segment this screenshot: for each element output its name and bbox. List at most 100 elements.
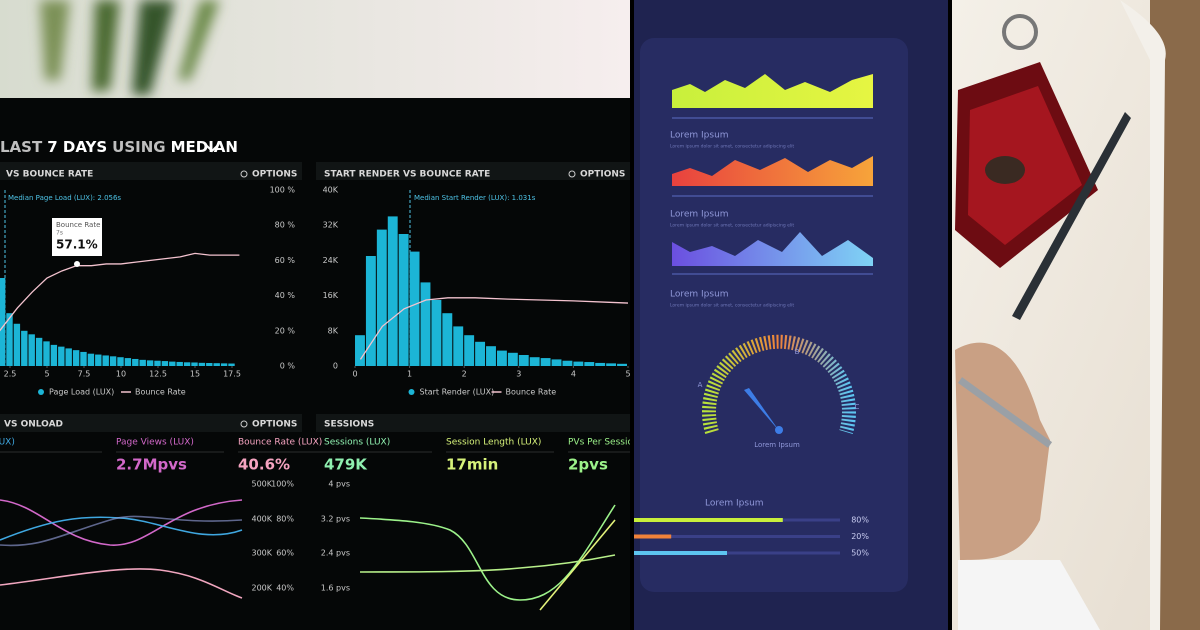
bar — [102, 355, 109, 366]
legend-label: Page Load (LUX) — [49, 388, 114, 397]
gauge-hub — [775, 426, 783, 434]
gauge-label: B — [795, 348, 800, 356]
x-tick-label: 2 — [462, 370, 467, 379]
pen — [1012, 112, 1131, 320]
gear-icon — [240, 420, 248, 428]
legend-label: Bounce Rate — [135, 388, 186, 397]
bar — [213, 363, 220, 366]
bar — [496, 350, 507, 366]
progress-track — [634, 551, 840, 555]
bar — [409, 251, 420, 366]
median-label: Median Start Render (LUX): 1.031s — [414, 194, 536, 202]
bar — [58, 346, 65, 366]
gauge-label: C — [855, 403, 860, 411]
metric-label: PVs Per Sessio — [568, 438, 633, 448]
axis-label: 80% — [276, 515, 294, 524]
y-tick-label: 100 % — [270, 186, 296, 195]
bar — [154, 360, 161, 366]
bar — [87, 353, 95, 366]
panel-title: VS BOUNCE RATE — [6, 170, 93, 180]
pencil — [957, 377, 1053, 448]
bar — [13, 323, 21, 366]
header: LAST 7 DAYS USING MEDIAN — [0, 138, 238, 156]
y-tick-label: 16K — [323, 291, 339, 300]
x-tick-label: 17.5 — [223, 370, 241, 379]
legend-swatch — [408, 389, 415, 395]
bar — [139, 359, 146, 366]
axis-label: 500K — [251, 480, 272, 489]
curves — [0, 499, 616, 611]
plant — [40, 0, 220, 95]
bar — [617, 363, 627, 366]
progress-label: 50% — [851, 549, 869, 558]
options[interactable]: OPTIONS — [252, 170, 297, 180]
chart-title: Lorem Ipsum — [670, 290, 729, 300]
axis-label: 4 pvs — [328, 480, 350, 489]
y-tick-label: 20 % — [275, 326, 296, 335]
panel-title: START RENDER VS BOUNCE RATE — [324, 170, 490, 180]
metric-value: 2.7Mpvs — [116, 456, 187, 474]
chart-title: Lorem Ipsum — [670, 131, 729, 141]
bar — [146, 360, 154, 366]
y-tick-label: 40 % — [275, 291, 296, 300]
infographic: Lorem Ipsum Lorem Ipsum Lorem Ipsum Lorem… — [634, 0, 948, 630]
panel-bar — [0, 162, 302, 180]
header-part: USING — [112, 138, 165, 156]
axis-label: 3.2 pvs — [321, 515, 350, 524]
desk-photo — [952, 0, 1200, 630]
bar — [220, 363, 228, 366]
x-tick-label: 5 — [625, 370, 630, 379]
bar — [109, 356, 117, 366]
bar — [95, 354, 102, 366]
x-tick-label: 0 — [352, 370, 357, 379]
y-tick-label: 60 % — [275, 256, 296, 265]
gauge-needle — [744, 388, 780, 432]
axis-label: 300K — [251, 549, 272, 558]
bar — [431, 300, 442, 366]
progress-bar — [634, 534, 672, 539]
gauge-label: A — [698, 381, 703, 389]
options[interactable]: OPTIONS — [252, 420, 297, 430]
bar — [28, 334, 35, 366]
progress-bar — [634, 518, 783, 522]
bar — [376, 229, 387, 366]
y-tick-label: 32K — [323, 221, 339, 230]
options[interactable]: OPTIONS — [580, 170, 625, 180]
bar — [584, 362, 595, 366]
metric-label: Page Views (LUX) — [116, 438, 194, 448]
metric-label: Session Length (LUX) — [446, 438, 541, 448]
axis-label: 1.6 pvs — [321, 584, 350, 593]
gear-icon — [568, 170, 576, 178]
progress-bar — [634, 551, 727, 555]
area-chart — [672, 74, 873, 108]
y-tick-label: 0 % — [280, 362, 296, 371]
bar — [176, 361, 183, 366]
header-part: LAST — [0, 138, 43, 156]
x-tick-label: 4 — [571, 370, 576, 379]
tooltip-point — [74, 261, 80, 267]
progress-label: 20% — [851, 532, 869, 541]
metric-value: 40.6% — [238, 456, 290, 474]
median-label: Median Page Load (LUX): 2.056s — [8, 194, 121, 202]
dropdown-icon — [204, 143, 220, 153]
bar — [169, 361, 176, 366]
tooltip-label: Bounce Rate — [56, 221, 100, 229]
legend-label: Start Render (LUX) — [420, 388, 495, 397]
tooltip-value: 57.1% — [56, 238, 98, 252]
bar — [161, 361, 169, 366]
chart-title: Lorem Ipsum — [670, 210, 729, 220]
bar — [6, 313, 13, 366]
x-tick-label: 12.5 — [149, 370, 167, 379]
bar — [475, 341, 486, 366]
bar — [183, 362, 191, 366]
area-chart — [672, 232, 873, 266]
bar — [206, 363, 213, 366]
area-chart — [672, 156, 873, 186]
bar — [35, 337, 43, 366]
x-tick-label: 10 — [116, 370, 126, 379]
axis-label: 40% — [276, 584, 294, 593]
bar — [464, 335, 475, 366]
bar — [540, 358, 551, 366]
line — [0, 252, 240, 332]
baselines — [672, 117, 873, 275]
